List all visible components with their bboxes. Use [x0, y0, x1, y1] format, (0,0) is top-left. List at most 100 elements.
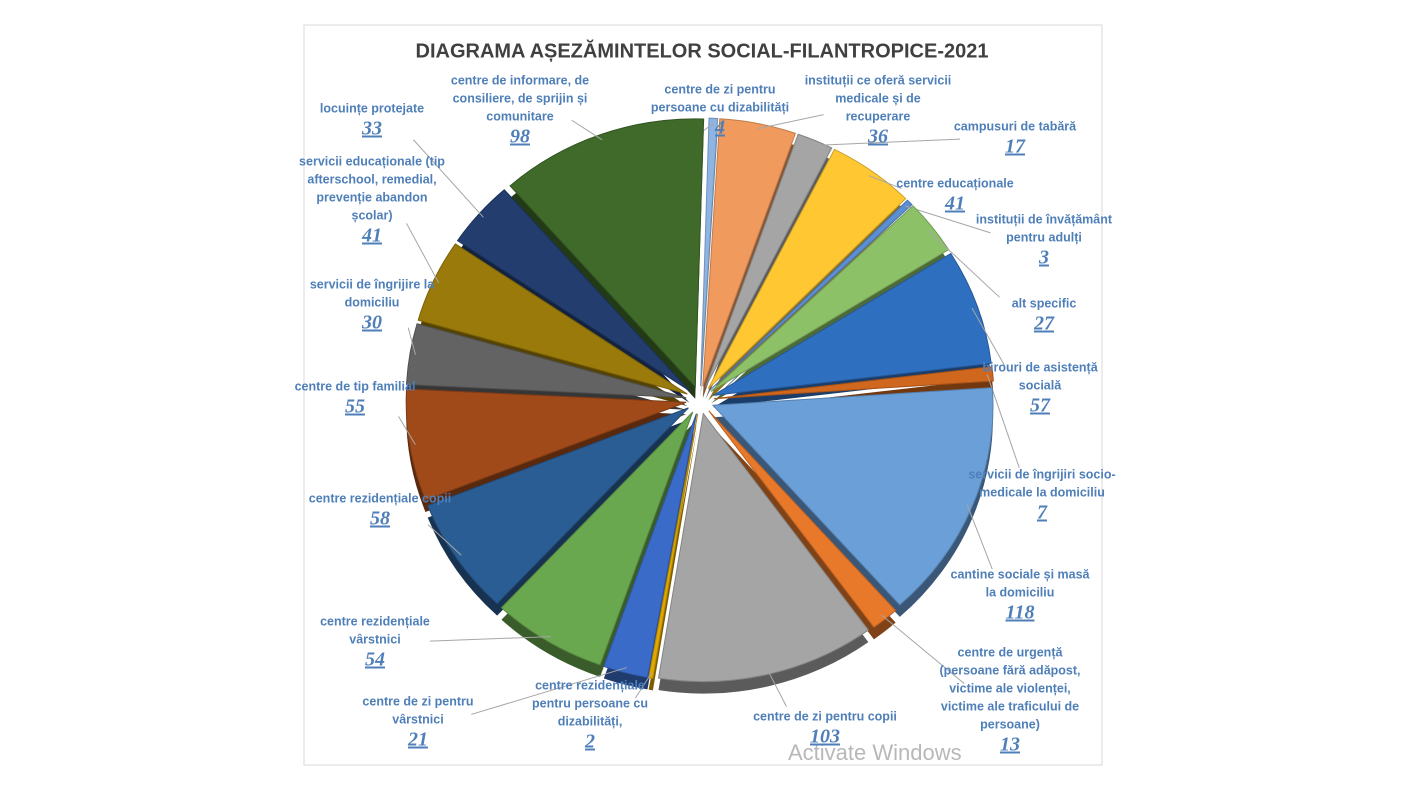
- slice: [708, 410, 897, 629]
- value-label: 27: [1034, 312, 1054, 335]
- leader-line: [927, 229, 1000, 298]
- data-label: locuințe protejate 33: [297, 100, 447, 141]
- category-label: servicii de îngrijiri socio-medicale la …: [968, 467, 1116, 500]
- slice: [657, 412, 870, 683]
- leader-line: [413, 139, 484, 218]
- category-label: campusuri de tabără: [953, 119, 1077, 134]
- value-label: 17: [1005, 135, 1025, 158]
- leader-line: [406, 223, 440, 284]
- value-label: 98: [510, 125, 530, 148]
- leader-line: [634, 672, 653, 699]
- value-label: 3: [1039, 246, 1049, 269]
- slice: [509, 118, 705, 389]
- slice: [713, 366, 994, 400]
- value-label: 58: [370, 507, 390, 530]
- category-label: servicii educaționale (tip afterschool, …: [299, 154, 445, 223]
- leader-line: [571, 119, 603, 141]
- value-label: 4: [715, 116, 725, 139]
- data-label: centre de zi pentru copii 103: [750, 708, 900, 749]
- leader-line: [756, 114, 824, 130]
- slice: [500, 411, 694, 666]
- data-label: centre de urgență (persoane fără adăpost…: [935, 644, 1085, 757]
- data-label: cantine sociale și masă la domiciliu 118: [945, 566, 1095, 625]
- slice: [456, 189, 690, 392]
- data-label: centre de informare, de consiliere, de s…: [445, 72, 595, 149]
- data-label: centre rezidențiale vârstnici 54: [300, 613, 450, 672]
- category-label: centre de informare, de consiliere, de s…: [450, 73, 590, 124]
- slice: [705, 133, 833, 388]
- watermark: Activate Windows: [788, 740, 962, 765]
- value-label: 2: [585, 730, 595, 753]
- slice: [702, 118, 797, 387]
- slice: [427, 407, 689, 605]
- slice: [707, 148, 907, 390]
- data-label: centre de zi pentru persoane cu dizabili…: [645, 81, 795, 140]
- slice: [709, 199, 913, 391]
- value-label: 13: [1000, 733, 1020, 756]
- category-label: centre rezidențiale vârstnici: [320, 614, 430, 647]
- leader-line: [427, 524, 462, 556]
- value-label: 30: [362, 311, 382, 334]
- value-label: 54: [365, 648, 385, 671]
- data-label: instituții de învățământ pentru adulți 3: [969, 211, 1119, 270]
- leader-line: [966, 504, 993, 570]
- leader-line: [881, 614, 965, 684]
- category-label: centre de zi pentru vârstnici: [362, 694, 474, 727]
- category-label: instituții de învățământ pentru adulți: [975, 212, 1113, 245]
- data-label: centre rezidențiale pentru persoane cu d…: [515, 677, 665, 754]
- data-label: servicii educaționale (tip afterschool, …: [297, 153, 447, 248]
- data-label: centre de zi pentru vârstnici 21: [343, 693, 493, 752]
- data-label: alt specific 27: [969, 295, 1119, 336]
- category-label: instituții ce oferă servicii medicale și…: [804, 73, 952, 124]
- slice: [711, 387, 994, 606]
- slice: [417, 243, 688, 395]
- category-label: centre de zi pentru copii: [753, 709, 897, 724]
- category-label: centre de tip familial: [294, 379, 416, 394]
- leader-line: [905, 205, 991, 234]
- leader-line: [471, 667, 627, 715]
- slice: [406, 323, 687, 399]
- value-label: 118: [1005, 601, 1035, 624]
- category-label: servicii de îngrijire la domiciliu: [309, 277, 435, 310]
- data-label: centre educaționale 41: [880, 175, 1030, 216]
- value-label: 103: [810, 725, 840, 748]
- value-label: 55: [345, 395, 365, 418]
- category-label: cantine sociale și masă la domiciliu: [950, 567, 1090, 600]
- leader-line: [766, 668, 787, 707]
- data-label: servicii de îngrijire la domiciliu 30: [297, 276, 447, 335]
- category-label: alt specific: [1011, 296, 1077, 311]
- slice: [603, 413, 697, 678]
- chart-title: DIAGRAMA AȘEZĂMINTELOR SOCIAL-FILANTROPI…: [416, 39, 989, 62]
- data-label: servicii de îngrijiri socio-medicale la …: [967, 466, 1117, 525]
- slice-side: [700, 130, 718, 399]
- slice: [405, 388, 687, 501]
- data-label: centre de tip familial 55: [280, 378, 430, 419]
- category-label: birouri de asistență socială: [982, 360, 1098, 393]
- value-label: 33: [362, 117, 382, 140]
- data-label: instituții ce oferă servicii medicale și…: [803, 72, 953, 149]
- category-label: centre rezidențiale copii: [308, 491, 452, 506]
- category-label: locuințe protejate: [319, 101, 425, 116]
- leader-line: [407, 327, 416, 355]
- category-label: centre de urgență (persoane fără adăpost…: [939, 645, 1081, 732]
- value-label: 57: [1030, 394, 1050, 417]
- category-label: centre rezidențiale pentru persoane cu d…: [532, 678, 648, 729]
- value-label: 7: [1037, 501, 1047, 524]
- leader-line: [971, 307, 1005, 366]
- leader-line: [868, 175, 902, 189]
- slice: [712, 252, 992, 396]
- data-label: campusuri de tabără 17: [940, 118, 1090, 159]
- leader-line: [398, 416, 416, 445]
- category-label: centre educaționale: [896, 176, 1014, 191]
- leader-line: [429, 636, 551, 642]
- data-label: birouri de asistență socială 57: [965, 359, 1115, 418]
- leader-line: [812, 138, 961, 146]
- value-label: 36: [868, 125, 888, 148]
- value-label: 41: [945, 192, 965, 215]
- slice: [700, 117, 719, 387]
- value-label: 41: [362, 224, 382, 247]
- category-label: centre de zi pentru persoane cu dizabili…: [650, 82, 790, 115]
- data-label: centre rezidențiale copii 58: [305, 490, 455, 531]
